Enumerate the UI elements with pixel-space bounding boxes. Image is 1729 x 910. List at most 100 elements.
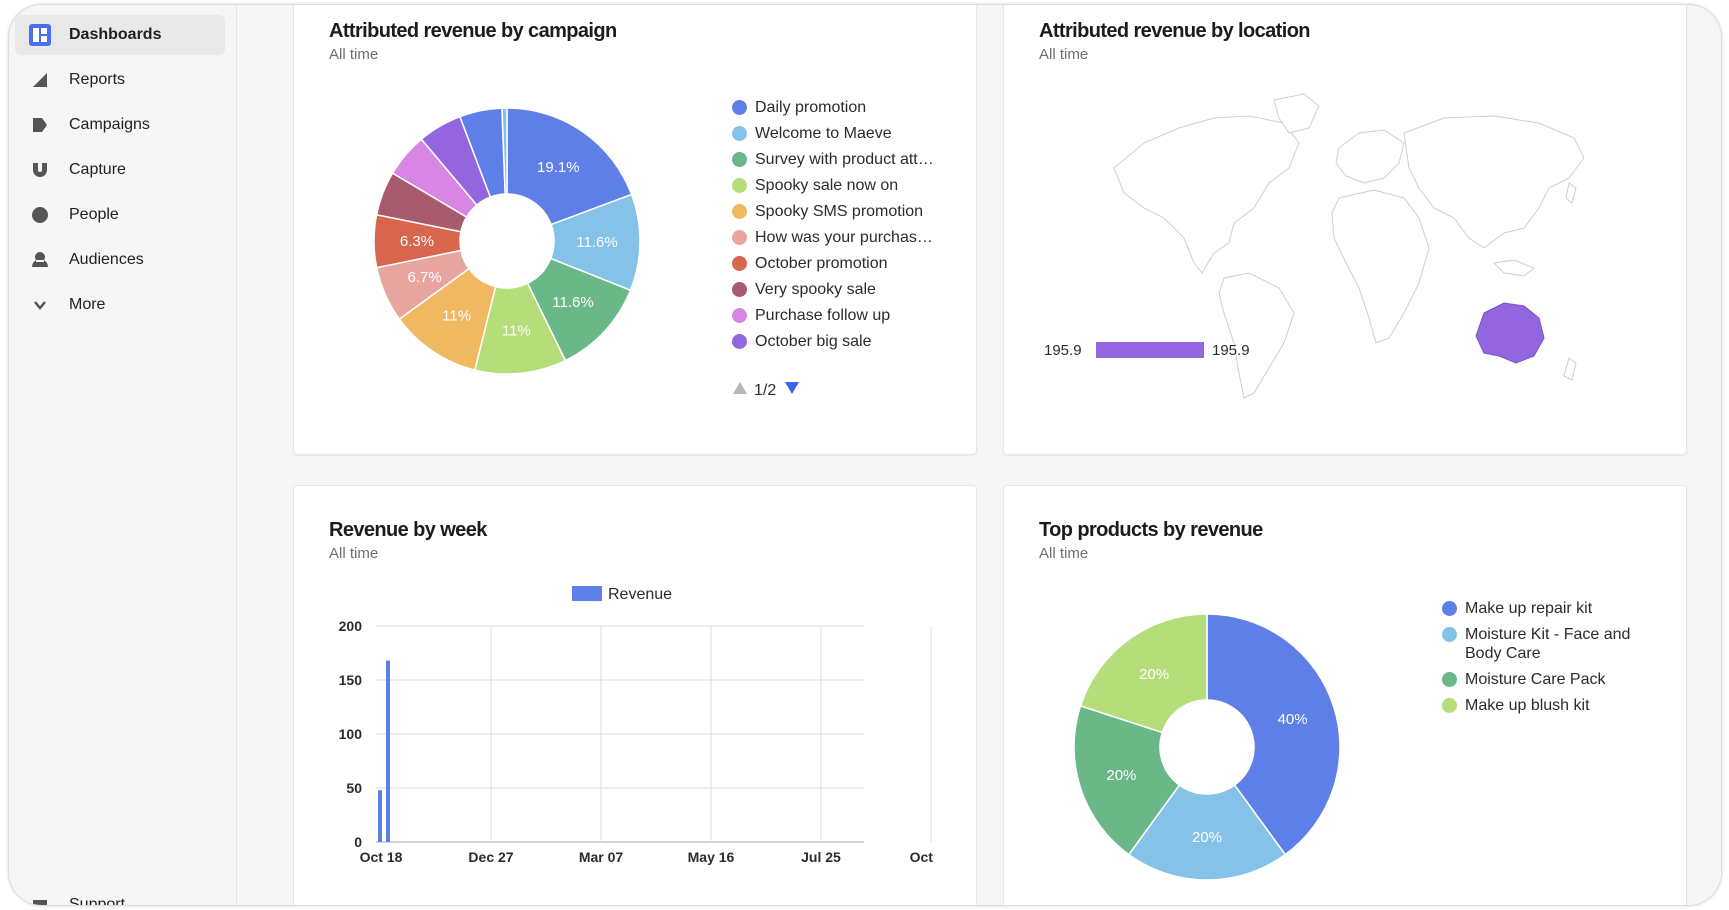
card-subtitle: All time bbox=[1039, 545, 1088, 562]
sidebar-item-label: Support bbox=[69, 896, 125, 906]
legend-item[interactable]: Welcome to Maeve bbox=[732, 124, 962, 143]
legend-swatch bbox=[1442, 601, 1457, 616]
pager-up-icon[interactable] bbox=[732, 381, 748, 400]
legend-item[interactable]: October big sale bbox=[732, 332, 962, 351]
pager-text: 1/2 bbox=[754, 382, 776, 400]
australia-shape bbox=[1476, 303, 1544, 363]
card-title: Revenue by week bbox=[329, 519, 487, 542]
legend-item[interactable]: Make up blush kit bbox=[1442, 696, 1642, 715]
legend-item[interactable]: Moisture Kit - Face and Body Care bbox=[1442, 625, 1642, 663]
sidebar-item-label: People bbox=[69, 206, 119, 224]
campaign-donut-chart: 19.1% 11.6% 11.6% 11% 11% 6.7% 6.3% bbox=[374, 91, 674, 411]
legend-swatch bbox=[732, 230, 747, 245]
legend-swatch bbox=[732, 256, 747, 271]
sidebar-item-dashboards[interactable]: Dashboards bbox=[15, 15, 225, 55]
legend-swatch bbox=[1442, 672, 1457, 687]
legend-item[interactable]: Daily promotion bbox=[732, 98, 962, 117]
legend-swatch bbox=[732, 152, 747, 167]
legend-label: Spooky SMS promotion bbox=[755, 202, 923, 221]
new-zealand-shape bbox=[1564, 358, 1576, 380]
y-tick-label: 100 bbox=[339, 726, 363, 742]
legend-label: Purchase follow up bbox=[755, 306, 890, 325]
legend-item[interactable]: How was your purchas… bbox=[732, 228, 962, 247]
legend-label: Revenue bbox=[608, 586, 672, 603]
reports-icon bbox=[29, 69, 51, 91]
legend-item[interactable]: Spooky SMS promotion bbox=[732, 202, 962, 221]
legend-item[interactable]: Moisture Care Pack bbox=[1442, 670, 1642, 689]
sidebar-item-label: Reports bbox=[69, 71, 125, 89]
sidebar-item-label: Audiences bbox=[69, 251, 144, 269]
slice-value-label: 19.1% bbox=[537, 159, 580, 176]
audiences-icon bbox=[29, 249, 51, 271]
slice-value-label: 20% bbox=[1192, 829, 1222, 846]
legend-swatch bbox=[732, 126, 747, 141]
sidebar-item-campaigns[interactable]: Campaigns bbox=[15, 105, 225, 145]
legend-label: Make up repair kit bbox=[1465, 599, 1592, 618]
capture-icon bbox=[29, 159, 51, 181]
legend-label: Survey with product att… bbox=[755, 150, 934, 169]
location-revenue-card: Attributed revenue by location All time … bbox=[1003, 4, 1687, 455]
legend-label: Spooky sale now on bbox=[755, 176, 898, 195]
slice-value-label: 20% bbox=[1106, 767, 1136, 784]
legend-swatch bbox=[732, 334, 747, 349]
campaign-legend: Daily promotion Welcome to Maeve Survey wi… bbox=[732, 98, 962, 358]
bar[interactable] bbox=[386, 661, 390, 842]
slice-value-label: 6.7% bbox=[408, 269, 442, 286]
app-window: Dashboards Reports Campaigns Capture Peo… bbox=[8, 4, 1722, 906]
card-subtitle: All time bbox=[1039, 46, 1088, 63]
map-scale-max: 195.9 bbox=[1212, 342, 1250, 359]
legend-item[interactable]: Very spooky sale bbox=[732, 280, 962, 299]
slice-value-label: 11.6% bbox=[552, 294, 593, 311]
legend-label: How was your purchas… bbox=[755, 228, 933, 247]
sidebar-item-label: More bbox=[69, 296, 105, 314]
card-subtitle: All time bbox=[329, 545, 378, 562]
legend-label: Welcome to Maeve bbox=[755, 124, 892, 143]
sidebar-item-label: Dashboards bbox=[69, 26, 161, 44]
x-tick-label: Oct 03 bbox=[910, 849, 934, 865]
y-tick-label: 50 bbox=[346, 780, 362, 796]
sidebar-item-audiences[interactable]: Audiences bbox=[15, 240, 225, 280]
japan-shape bbox=[1566, 183, 1576, 203]
slice-value-label: 11.6% bbox=[576, 234, 617, 251]
slice-value-label: 20% bbox=[1139, 666, 1169, 683]
card-title: Attributed revenue by location bbox=[1039, 20, 1310, 43]
legend-item[interactable]: Survey with product att… bbox=[732, 150, 962, 169]
legend-label: Daily promotion bbox=[755, 98, 866, 117]
bar[interactable] bbox=[378, 790, 382, 842]
legend-item[interactable]: Spooky sale now on bbox=[732, 176, 962, 195]
world-map bbox=[1084, 88, 1604, 408]
legend-pager: 1/2 bbox=[732, 381, 800, 400]
products-donut-chart: 40% 20% 20% 20% bbox=[1074, 594, 1394, 906]
slice-value-label: 40% bbox=[1278, 711, 1308, 728]
south-america-shape bbox=[1219, 273, 1294, 398]
indonesia-shape bbox=[1494, 260, 1534, 276]
map-scale-min: 195.9 bbox=[1044, 342, 1082, 359]
x-tick-label: Jul 25 bbox=[801, 849, 841, 865]
legend-label: Moisture Kit - Face and Body Care bbox=[1465, 625, 1642, 663]
legend-swatch bbox=[732, 282, 747, 297]
sidebar-item-reports[interactable]: Reports bbox=[15, 60, 225, 100]
legend-swatch bbox=[1442, 627, 1457, 642]
legend-label: Make up blush kit bbox=[1465, 696, 1590, 715]
card-subtitle: All time bbox=[329, 46, 378, 63]
y-tick-label: 150 bbox=[339, 672, 363, 688]
legend-label: Moisture Care Pack bbox=[1465, 670, 1606, 689]
north-america-shape bbox=[1114, 116, 1299, 273]
legend-swatch bbox=[1442, 698, 1457, 713]
sidebar-item-capture[interactable]: Capture bbox=[15, 150, 225, 190]
y-tick-label: 200 bbox=[339, 618, 363, 634]
dashboard-content: Attributed revenue by campaign All time … bbox=[237, 5, 1721, 905]
sidebar-item-more[interactable]: More bbox=[15, 285, 225, 325]
slice-value-label: 6.3% bbox=[400, 233, 434, 250]
legend-item[interactable]: October promotion bbox=[732, 254, 962, 273]
sidebar-item-people[interactable]: People bbox=[15, 195, 225, 235]
legend-item[interactable]: Purchase follow up bbox=[732, 306, 962, 325]
sidebar: Dashboards Reports Campaigns Capture Peo… bbox=[9, 5, 237, 905]
sidebar-item-support[interactable]: Support bbox=[15, 885, 225, 906]
x-tick-label: Dec 27 bbox=[468, 849, 513, 865]
legend-item[interactable]: Make up repair kit bbox=[1442, 599, 1642, 618]
dashboard-icon bbox=[29, 24, 51, 46]
products-legend: Make up repair kit Moisture Kit - Face an… bbox=[1442, 599, 1642, 722]
map-scale-bar bbox=[1096, 342, 1204, 358]
pager-down-icon[interactable] bbox=[784, 381, 800, 400]
